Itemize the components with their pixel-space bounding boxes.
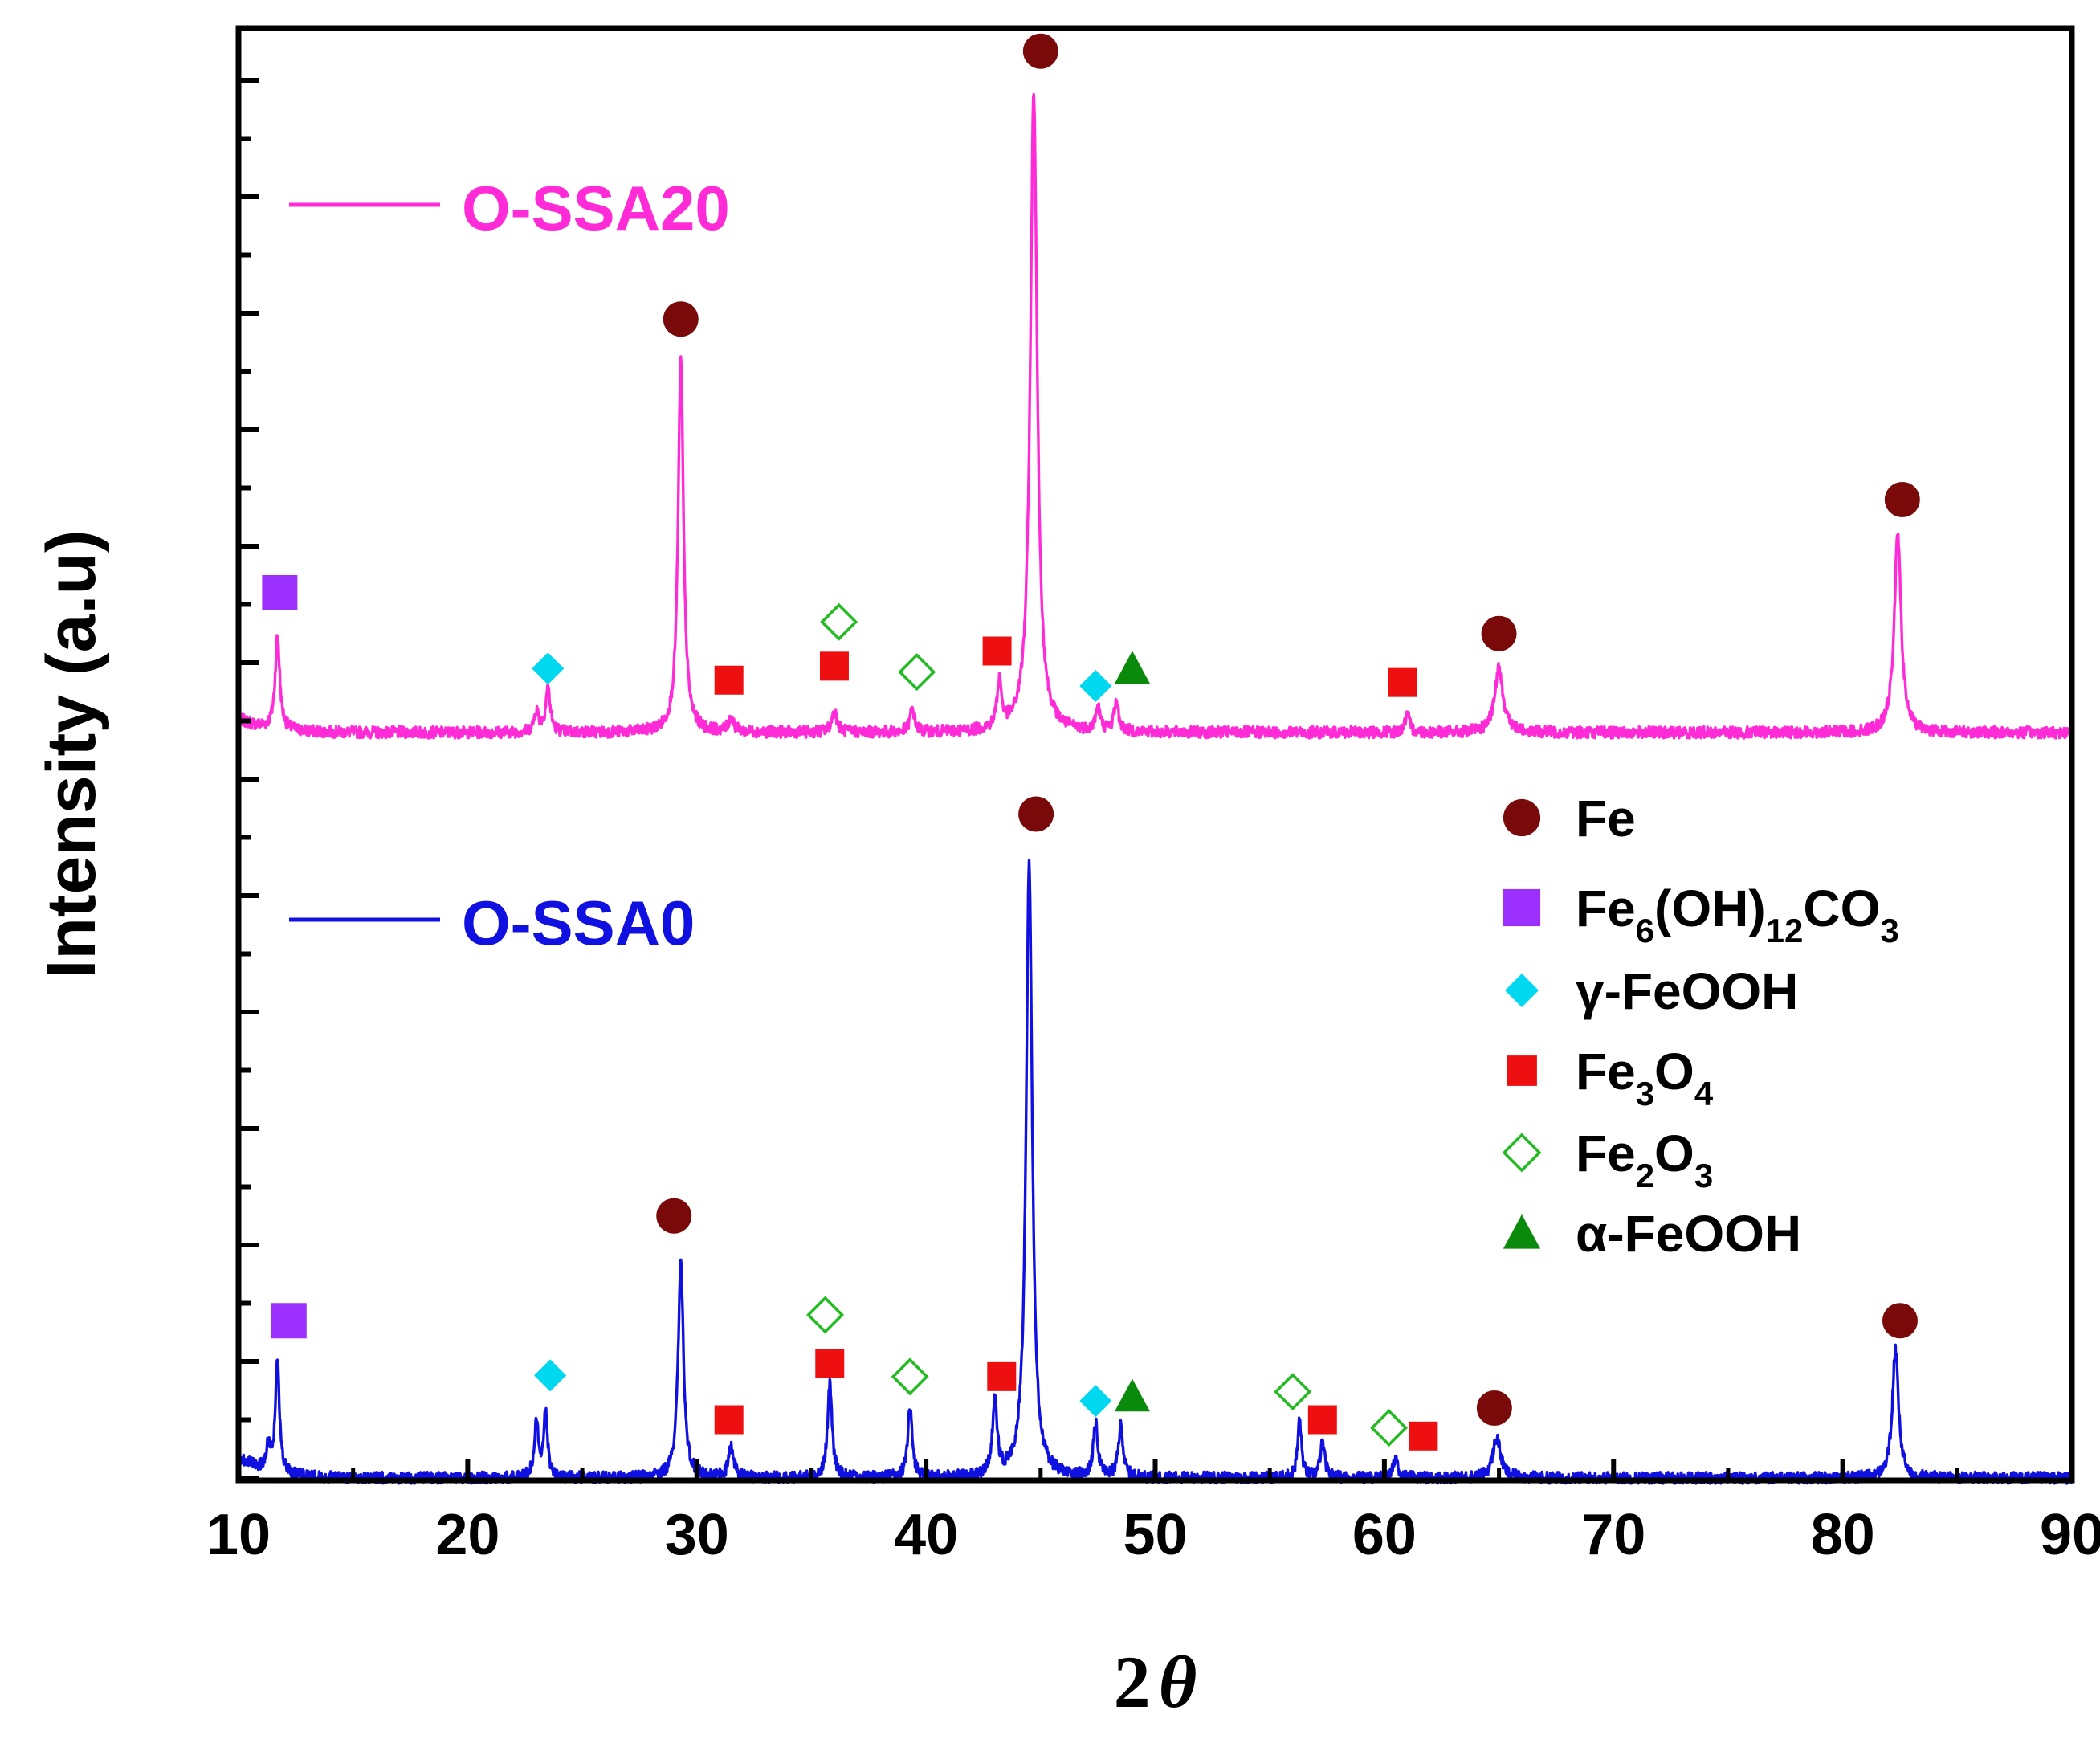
legend-label: α-FeOOH <box>1576 1205 1801 1263</box>
phase-marker <box>1274 1373 1312 1411</box>
x-axis-title-number: 2 <box>1114 1641 1151 1723</box>
phase-marker <box>1079 1385 1112 1418</box>
phase-marker <box>1884 482 1920 517</box>
phase-marker <box>982 636 1012 666</box>
phase-marker <box>1114 1378 1150 1412</box>
phase-marker <box>1114 651 1150 684</box>
x-tick-label: 20 <box>435 1503 500 1567</box>
legend-label: Fe2O3 <box>1576 1125 1713 1194</box>
series-layer <box>237 92 2073 1485</box>
phase-marker <box>1388 667 1417 697</box>
phase-marker <box>1079 670 1112 702</box>
phase-marker <box>1481 615 1517 651</box>
legend-label-part: Fe <box>1576 1125 1636 1182</box>
legend-marker <box>1505 974 1539 1007</box>
x-tick-label: 70 <box>1581 1503 1645 1567</box>
phase-marker <box>1476 1390 1512 1426</box>
legend-label-subscript: 4 <box>1694 1075 1714 1112</box>
x-tick-label: 60 <box>1352 1503 1417 1567</box>
legend-label: Fe3O4 <box>1576 1043 1714 1112</box>
marker-layer <box>262 33 1920 1451</box>
phase-marker <box>987 1361 1017 1391</box>
phase-marker <box>820 602 858 641</box>
phase-marker <box>714 665 744 695</box>
legend-label-subscript: 6 <box>1636 912 1654 949</box>
legend-marker <box>1502 1133 1542 1173</box>
legend-marker <box>1503 888 1541 927</box>
legend-label-part: CO <box>1803 880 1880 937</box>
phase-marker <box>1018 796 1054 832</box>
legend-label-subscript: 3 <box>1880 912 1898 949</box>
x-tick-label: 30 <box>665 1503 729 1567</box>
ticks-layer: 10 20 30 40 50 60 70 80 90 <box>206 78 2100 1567</box>
legend-label-subscript: 3 <box>1694 1157 1713 1194</box>
series-label-text: O-SSA20 <box>462 173 730 243</box>
legend-label-part: (OH) <box>1654 880 1766 937</box>
legend-label-part: O <box>1654 1043 1694 1100</box>
series-labels: O-SSA20 O-SSA0 <box>289 173 730 958</box>
x-tick-label: 50 <box>1123 1503 1187 1567</box>
series-label-text: O-SSA0 <box>462 888 695 958</box>
phase-marker <box>1882 1303 1918 1339</box>
phase-marker <box>815 1349 845 1378</box>
y-axis-title: Intensity (a.u) <box>33 529 110 978</box>
phase-marker <box>1370 1409 1409 1447</box>
phase-marker <box>271 1303 307 1339</box>
phase-marker <box>806 1296 845 1334</box>
legend-label: Fe6(OH)12CO3 <box>1576 880 1899 949</box>
x-tick-label: 90 <box>2040 1503 2100 1567</box>
phase-marker <box>819 651 849 681</box>
legend-label-subscript: 12 <box>1766 912 1804 949</box>
phase-marker <box>663 301 699 337</box>
legend-marker <box>1503 1214 1541 1249</box>
phase-marker <box>534 1359 567 1392</box>
legend-marker <box>1503 798 1541 837</box>
legend-label-part: O <box>1654 1125 1694 1182</box>
phase-marker <box>1409 1421 1438 1451</box>
phase-marker <box>891 1357 929 1396</box>
phase-marker <box>532 652 565 685</box>
phase-marker <box>656 1198 692 1234</box>
legend-label: γ-FeOOH <box>1576 962 1798 1020</box>
x-tick-label: 80 <box>1811 1503 1875 1567</box>
legend-label-subscript: 3 <box>1636 1075 1654 1112</box>
phase-marker <box>898 653 936 692</box>
phase-marker <box>262 575 298 610</box>
x-axis-title-symbol: θ <box>1159 1641 1197 1723</box>
phase-marker <box>714 1405 744 1435</box>
legend-marker <box>1507 1055 1537 1086</box>
phase-marker <box>1022 33 1058 69</box>
series-line-O-SSA20 <box>237 92 2073 740</box>
phase-marker <box>1307 1405 1337 1435</box>
legend-label-part: Fe <box>1576 790 1636 847</box>
legend-label-part: Fe <box>1576 1043 1636 1100</box>
x-tick-label: 40 <box>894 1503 958 1567</box>
legend-label: Fe <box>1576 790 1636 847</box>
legend-label-part: α-FeOOH <box>1576 1205 1801 1263</box>
legend-label-subscript: 2 <box>1636 1157 1654 1194</box>
legend-label-part: Fe <box>1576 880 1636 937</box>
x-tick-label: 10 <box>206 1503 271 1567</box>
legend-label-part: γ-FeOOH <box>1576 962 1798 1020</box>
